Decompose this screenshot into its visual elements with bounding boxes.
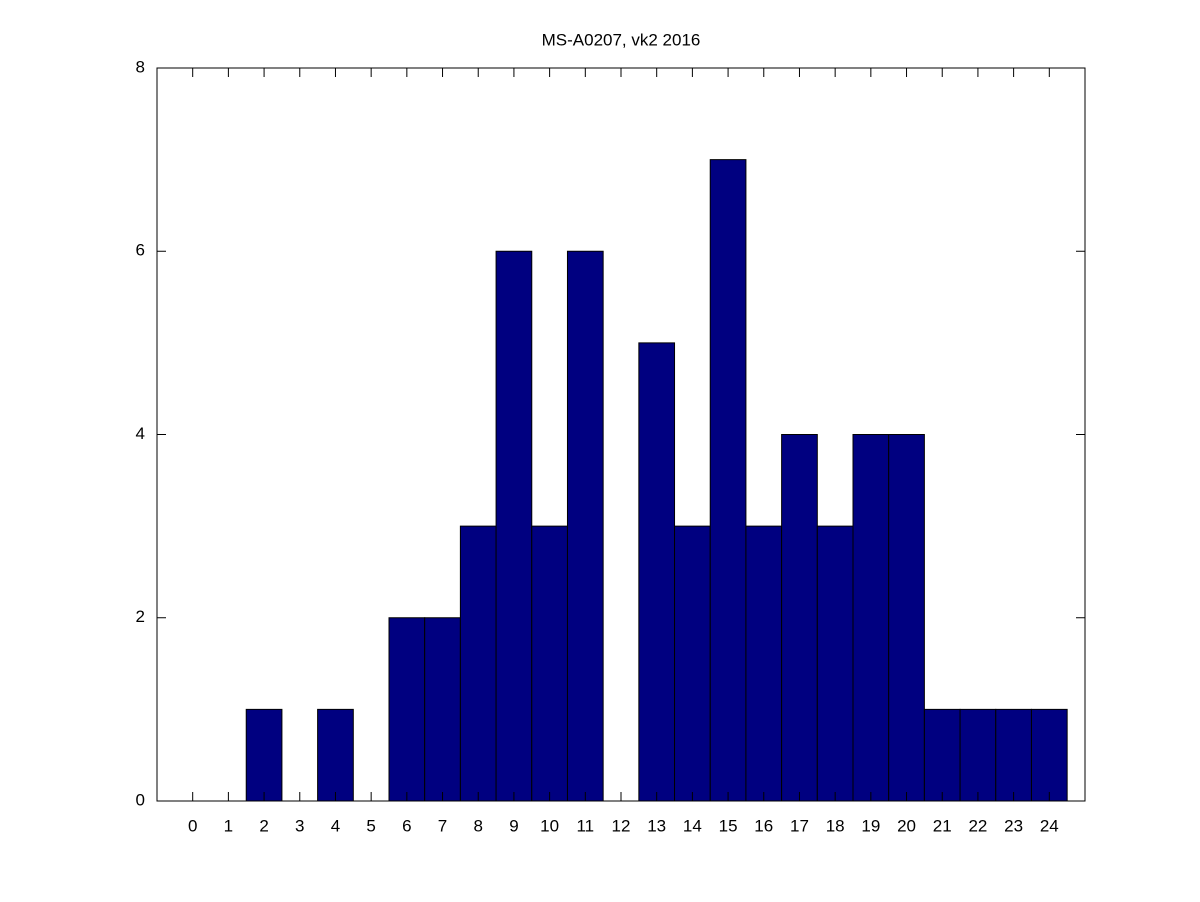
y-tick-label: 0 — [136, 790, 145, 809]
plot-frame — [156, 67, 1086, 802]
bar — [459, 525, 497, 802]
bar — [959, 708, 997, 802]
y-tick-label: 4 — [136, 424, 145, 443]
bar — [674, 525, 711, 802]
x-tick-label: 2 — [259, 816, 268, 835]
x-tick-label: 10 — [540, 816, 559, 835]
x-tick-label: 1 — [224, 816, 233, 835]
x-tick-label: 20 — [897, 816, 916, 835]
x-tick-label: 15 — [719, 816, 738, 835]
x-tick-label: 0 — [188, 816, 197, 835]
y-tick-label: 2 — [136, 607, 145, 626]
bar — [995, 708, 1032, 802]
bar — [745, 525, 783, 802]
bar — [317, 708, 354, 802]
bar — [566, 250, 604, 802]
x-tick-label: 14 — [683, 816, 702, 835]
x-tick-label: 18 — [826, 816, 845, 835]
x-tick-label: 13 — [647, 816, 666, 835]
x-tick-label: 7 — [438, 816, 447, 835]
bar — [709, 159, 747, 802]
x-tick-label: 11 — [576, 816, 594, 835]
x-tick-label: 6 — [402, 816, 411, 835]
x-tick-label: 5 — [366, 816, 375, 835]
x-tick-label: 19 — [861, 816, 880, 835]
bar — [781, 434, 818, 802]
x-tick-label: 17 — [790, 816, 809, 835]
bar — [923, 708, 961, 802]
bar — [888, 434, 925, 802]
x-tick-label: 8 — [473, 816, 482, 835]
bar — [388, 617, 426, 802]
x-tick-label: 24 — [1040, 816, 1059, 835]
y-tick-label: 6 — [136, 241, 145, 260]
bar — [424, 617, 461, 802]
bar — [852, 434, 890, 802]
bar — [531, 525, 568, 802]
bar — [495, 250, 533, 802]
bar — [245, 708, 283, 802]
x-tick-label: 22 — [968, 816, 987, 835]
bar — [1030, 708, 1068, 802]
x-tick-label: 23 — [1004, 816, 1023, 835]
x-tick-label: 21 — [933, 816, 952, 835]
x-tick-label: 4 — [331, 816, 340, 835]
x-tick-label: 9 — [509, 816, 518, 835]
x-tick-label: 12 — [612, 816, 631, 835]
bar — [816, 525, 854, 802]
x-tick-label: 3 — [295, 816, 304, 835]
chart-title: MS-A0207, vk2 2016 — [542, 30, 701, 49]
y-tick-label: 8 — [136, 57, 145, 76]
bar — [638, 342, 676, 802]
x-tick-label: 16 — [754, 816, 773, 835]
